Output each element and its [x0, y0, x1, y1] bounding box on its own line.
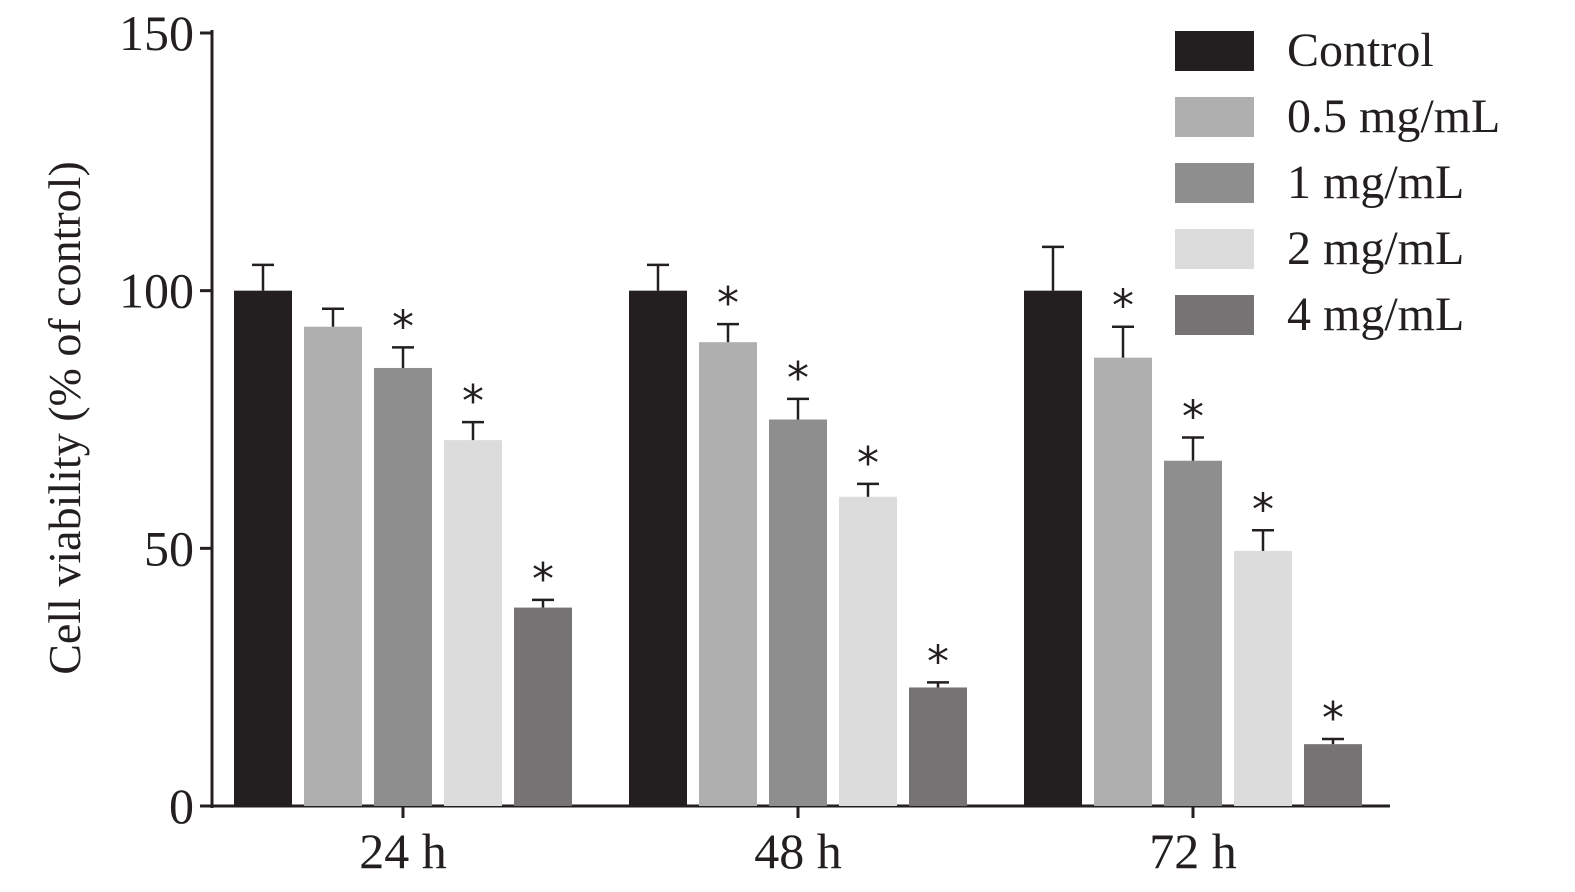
- significance-marker: *: [1182, 392, 1204, 443]
- significance-marker: *: [392, 301, 414, 352]
- bar: [909, 687, 967, 806]
- legend-label: Control: [1287, 24, 1434, 77]
- bars: * * * * * * * * * * *: [234, 245, 1362, 807]
- legend-label: 2 mg/mL: [1287, 222, 1464, 275]
- category-labels: 24 h 48 h 72 h: [359, 806, 1237, 879]
- bar: [769, 419, 827, 806]
- bar: [514, 607, 572, 806]
- legend-swatch: [1175, 31, 1254, 71]
- significance-marker: *: [857, 438, 879, 489]
- bar: [374, 367, 432, 806]
- bar: [1234, 550, 1292, 806]
- bar: [629, 290, 687, 807]
- y-tick-label: 0: [169, 778, 194, 834]
- y-tick-label: 100: [119, 263, 194, 319]
- x-category-label: 24 h: [359, 823, 447, 879]
- bar: [234, 290, 292, 807]
- y-axis-label: Cell viability (% of control): [39, 161, 90, 675]
- legend: Control 0.5 mg/mL 1 mg/mL 2 mg/mL 4 mg/mL: [1175, 24, 1500, 341]
- bar: [444, 440, 502, 806]
- legend-swatch: [1175, 97, 1254, 137]
- x-category-label: 48 h: [754, 823, 842, 879]
- significance-marker: *: [532, 554, 554, 605]
- legend-label: 0.5 mg/mL: [1287, 90, 1500, 143]
- y-tick-label: 50: [144, 520, 194, 576]
- significance-marker: *: [462, 376, 484, 427]
- legend-label: 1 mg/mL: [1287, 156, 1464, 209]
- y-tick-label: 150: [119, 5, 194, 61]
- significance-marker: *: [787, 353, 809, 404]
- bar: [304, 326, 362, 806]
- bar: [1094, 357, 1152, 806]
- significance-marker: *: [1252, 484, 1274, 535]
- legend-swatch: [1175, 163, 1254, 203]
- bar: [1304, 744, 1362, 806]
- bar: [1164, 460, 1222, 806]
- legend-swatch: [1175, 295, 1254, 335]
- significance-marker: *: [717, 278, 739, 329]
- significance-marker: *: [927, 636, 949, 687]
- bar: [839, 496, 897, 806]
- significance-marker: *: [1322, 693, 1344, 744]
- bar: [1024, 290, 1082, 807]
- x-category-label: 72 h: [1149, 823, 1237, 879]
- legend-swatch: [1175, 229, 1254, 269]
- bar: [699, 342, 757, 806]
- significance-marker: *: [1112, 281, 1134, 332]
- legend-label: 4 mg/mL: [1287, 288, 1464, 341]
- y-ticks: 0 50 100 150: [119, 5, 212, 834]
